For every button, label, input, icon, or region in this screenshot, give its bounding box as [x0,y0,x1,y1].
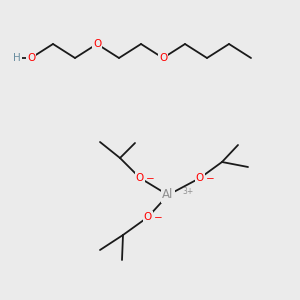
Text: O: O [27,53,35,63]
Text: O: O [93,39,101,49]
Text: O: O [159,53,167,63]
Text: O: O [144,212,152,222]
Text: 3+: 3+ [182,187,193,196]
Text: O: O [136,173,144,183]
Text: −: − [154,213,163,223]
Text: H: H [13,53,21,63]
Text: O: O [196,173,204,183]
Text: Al: Al [162,188,174,202]
Text: −: − [206,174,215,184]
Text: −: − [146,174,155,184]
